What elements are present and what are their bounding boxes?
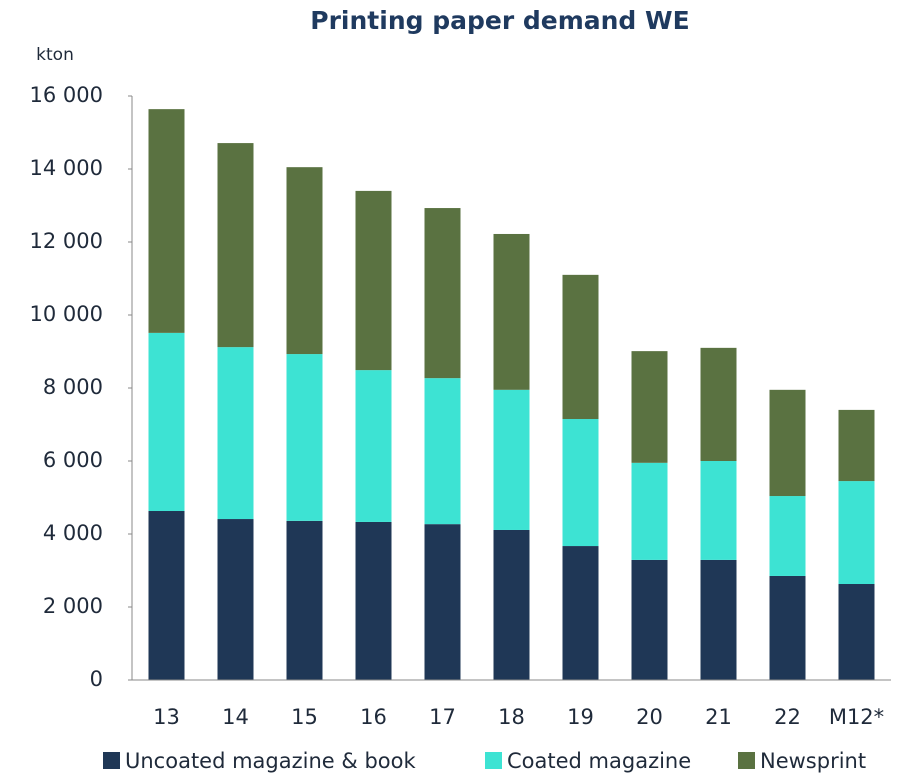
bar-segment bbox=[769, 496, 806, 576]
y-tick-label: 6 000 bbox=[43, 448, 103, 472]
bar-segment bbox=[217, 143, 254, 348]
bar-segment bbox=[355, 521, 392, 680]
y-tick-label: 2 000 bbox=[43, 594, 103, 618]
bar-segment bbox=[424, 208, 461, 379]
bar-segment bbox=[148, 511, 185, 680]
legend-label: Uncoated magazine & book bbox=[125, 749, 416, 773]
x-tick-label: 16 bbox=[360, 705, 387, 729]
bar-segment bbox=[838, 409, 875, 482]
x-tick-label: 15 bbox=[291, 705, 318, 729]
x-tick-label: 20 bbox=[636, 705, 663, 729]
x-tick-label: 22 bbox=[774, 705, 801, 729]
bar-segment bbox=[355, 370, 392, 522]
legend-label: Coated magazine bbox=[507, 749, 691, 773]
bar-segment bbox=[769, 575, 806, 680]
bar-segment bbox=[631, 462, 668, 560]
bar-segment bbox=[217, 347, 254, 520]
legend-swatch bbox=[103, 752, 120, 769]
x-tick-label: 14 bbox=[222, 705, 249, 729]
bar-segment bbox=[769, 389, 806, 497]
bar-segment bbox=[838, 584, 875, 680]
bar-segment bbox=[562, 419, 599, 547]
bar-segment bbox=[631, 351, 668, 463]
x-tick-label: 18 bbox=[498, 705, 525, 729]
bar-segment bbox=[493, 529, 530, 680]
x-tick-label: 21 bbox=[705, 705, 732, 729]
bar-segment bbox=[424, 524, 461, 680]
y-tick-label: 12 000 bbox=[30, 229, 103, 253]
x-tick-label: 17 bbox=[429, 705, 456, 729]
x-tick-label: M12* bbox=[829, 705, 884, 729]
y-tick-label: 4 000 bbox=[43, 521, 103, 545]
bar-segment bbox=[286, 167, 323, 355]
legend-swatch bbox=[485, 752, 502, 769]
y-tick-label: 8 000 bbox=[43, 375, 103, 399]
bar-segment bbox=[148, 332, 185, 512]
legend-swatch bbox=[738, 752, 755, 769]
bar-segment bbox=[562, 546, 599, 680]
y-tick-label: 0 bbox=[90, 667, 103, 691]
bar-segment bbox=[148, 109, 185, 333]
y-tick-label: 16 000 bbox=[30, 83, 103, 107]
x-tick-label: 13 bbox=[153, 705, 180, 729]
y-tick-label: 10 000 bbox=[30, 302, 103, 326]
bar-segment bbox=[700, 461, 737, 560]
y-axis-label: kton bbox=[36, 45, 74, 65]
x-tick-label: 19 bbox=[567, 705, 594, 729]
bar-segment bbox=[631, 559, 668, 680]
bar-segment bbox=[700, 559, 737, 680]
bar-segment bbox=[217, 519, 254, 680]
bar-segment bbox=[424, 378, 461, 525]
bar-segment bbox=[493, 389, 530, 530]
y-tick-label: 14 000 bbox=[30, 156, 103, 180]
bar-segment bbox=[562, 274, 599, 420]
chart-title: Printing paper demand WE bbox=[310, 6, 689, 35]
bar-segment bbox=[355, 190, 392, 371]
bar-segment bbox=[493, 233, 530, 390]
bar-segment bbox=[286, 520, 323, 680]
bar-segment bbox=[286, 354, 323, 521]
legend-label: Newsprint bbox=[760, 749, 866, 773]
bar-segment bbox=[700, 347, 737, 461]
bar-segment bbox=[838, 481, 875, 585]
